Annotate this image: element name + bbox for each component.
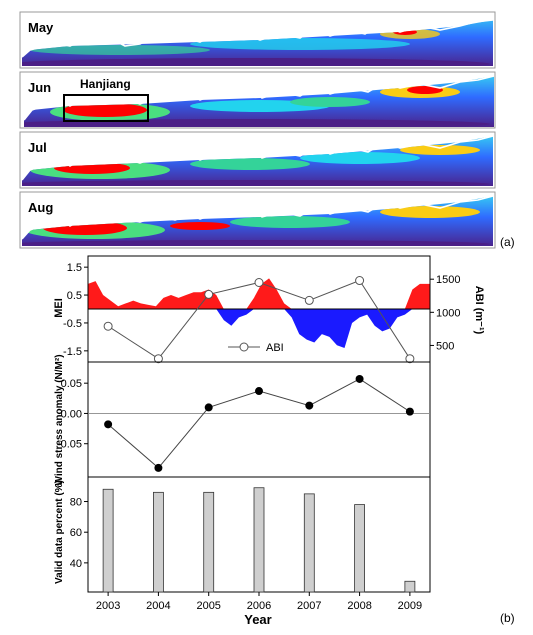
wind-stress-axis-label: Wind stress anomaly (N/M²) bbox=[54, 354, 65, 485]
year-tick-label: 2009 bbox=[398, 600, 422, 612]
year-tick-label: 2003 bbox=[96, 600, 120, 612]
abi-axis-label: ABI (m⁻¹) bbox=[473, 286, 485, 335]
abi-tick-label: 500 bbox=[436, 340, 454, 352]
valid-bar bbox=[404, 580, 416, 593]
valid-tick-label: 40 bbox=[70, 558, 82, 570]
abi-point bbox=[153, 354, 163, 364]
wind-point bbox=[305, 401, 314, 410]
year-tick-label: 2007 bbox=[297, 600, 321, 612]
valid-bar bbox=[102, 488, 114, 593]
abi-point bbox=[254, 278, 264, 287]
abi-legend-marker bbox=[239, 342, 249, 352]
mei-tick-label: 0.5 bbox=[67, 290, 82, 302]
valid-tick-label: 80 bbox=[70, 497, 82, 509]
year-tick-label: 2008 bbox=[347, 600, 371, 612]
panel-tag-a: (a) bbox=[500, 235, 515, 249]
abi-point bbox=[304, 295, 314, 305]
wind-tick-label: -0.05 bbox=[57, 439, 82, 451]
mei-tick-label: -0.5 bbox=[63, 318, 82, 330]
abi-point bbox=[103, 321, 113, 331]
mei-axis-label: MEI bbox=[53, 298, 65, 318]
coastline-may bbox=[21, 19, 494, 58]
wind-stress-chart: 0.05 0.00 -0.05 bbox=[57, 361, 431, 478]
wind-tick-label: 0.00 bbox=[61, 408, 82, 420]
valid-bar bbox=[354, 504, 365, 593]
wind-plot-frame bbox=[87, 361, 431, 478]
valid-tick-label: 60 bbox=[70, 527, 82, 539]
month-label-jul: Jul bbox=[28, 140, 47, 155]
year-tick-label: 2006 bbox=[247, 600, 271, 612]
year-tick-label: 2004 bbox=[146, 600, 170, 612]
abi-tick-label: 1500 bbox=[436, 274, 460, 286]
year-tick-label: 2005 bbox=[196, 600, 220, 612]
wind-point bbox=[154, 463, 163, 472]
month-label-may: May bbox=[28, 20, 54, 35]
abi-point bbox=[405, 354, 415, 364]
wind-point bbox=[104, 420, 113, 429]
hanjiang-box bbox=[63, 94, 149, 122]
hanjiang-label: Hanjiang bbox=[80, 77, 131, 91]
wind-point bbox=[405, 407, 414, 416]
wind-point bbox=[355, 374, 364, 383]
mei-tick-label: -1.5 bbox=[63, 346, 82, 358]
month-label-aug: Aug bbox=[28, 200, 53, 215]
abi-tick-label: 1000 bbox=[436, 307, 460, 319]
wind-point bbox=[255, 387, 263, 396]
mei-tick-label: 1.5 bbox=[67, 262, 82, 274]
valid-bar bbox=[203, 491, 215, 593]
mei-negative-area bbox=[88, 309, 430, 349]
valid-bar bbox=[303, 493, 315, 593]
year-axis-label: Year bbox=[244, 612, 271, 627]
coastline-aug bbox=[21, 195, 494, 240]
mei-abi-chart: 1.5 0.5 -0.5 -1.5 1500 1000 500 bbox=[63, 255, 460, 364]
valid-bar bbox=[253, 487, 265, 593]
abi-legend-label: ABI bbox=[266, 342, 284, 354]
valid-bar bbox=[153, 491, 164, 593]
wind-point bbox=[204, 403, 213, 412]
coastline-jun bbox=[23, 75, 495, 121]
valid-data-chart: 80 60 40 2003 2004 2005 2006 2007 2008 2009 bbox=[70, 476, 431, 612]
month-label-jun: Jun bbox=[28, 80, 51, 95]
mei-positive-area bbox=[88, 278, 430, 309]
abi-point bbox=[204, 289, 214, 299]
abi-point bbox=[355, 276, 365, 286]
coastline-jul bbox=[21, 135, 494, 181]
panel-tag-b: (b) bbox=[500, 611, 515, 625]
wind-tick-label: 0.05 bbox=[61, 378, 82, 390]
map-panels: May Jun Jul Aug Hanjiang (a) bbox=[19, 11, 515, 249]
valid-data-axis-label: Valid data percent (%) bbox=[54, 480, 65, 584]
